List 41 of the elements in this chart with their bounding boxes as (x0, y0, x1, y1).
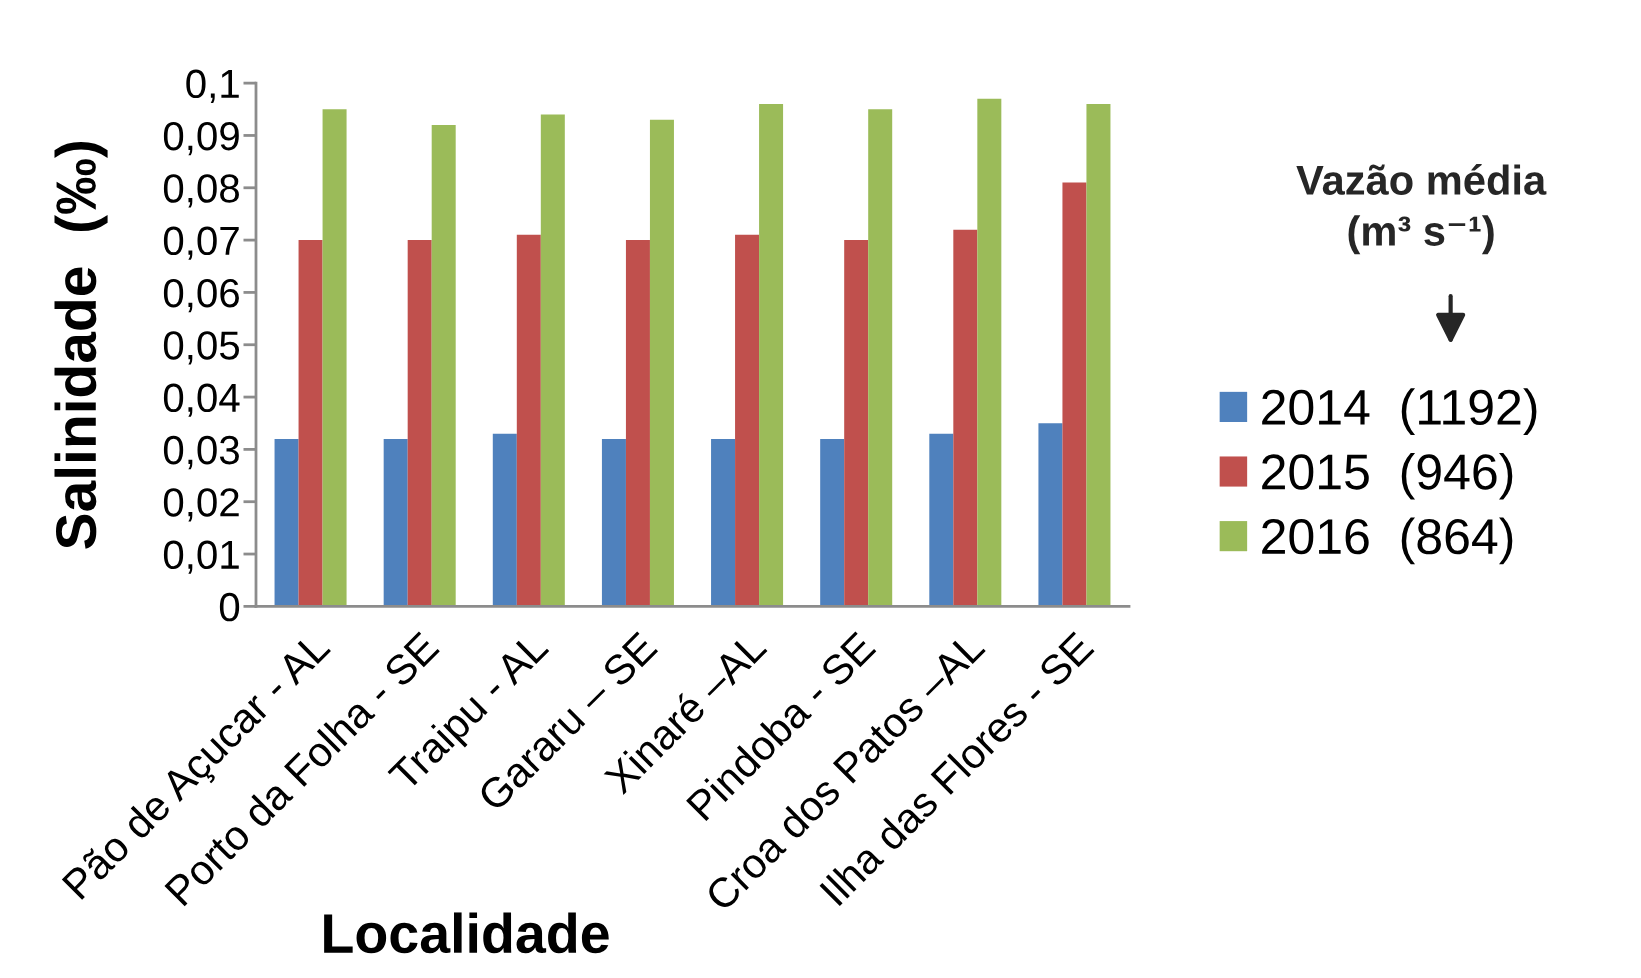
bar (407, 240, 432, 607)
bar (977, 98, 1002, 607)
bar (540, 114, 565, 607)
bar (1086, 104, 1111, 607)
y-tick-label: 0,01 (163, 540, 239, 574)
bar (820, 438, 845, 607)
y-axis-title: Salinidade (‰) (54, 141, 108, 549)
y-tick-label: 0,03 (163, 435, 239, 470)
bar (431, 124, 456, 607)
y-tick-label: 0,08 (163, 174, 239, 208)
y-tick-label: 0,1 (186, 69, 239, 103)
bar (274, 438, 299, 607)
bar (844, 240, 869, 607)
y-tick-label: 0 (219, 592, 240, 622)
bar (298, 240, 323, 607)
bar (929, 433, 954, 607)
bar (322, 109, 347, 607)
legend-title: Vazão média (m³ s⁻¹) (1296, 164, 1547, 255)
bar (625, 240, 650, 607)
y-tick-label: 0,02 (163, 488, 239, 522)
y-tick-label: 0,09 (163, 121, 239, 156)
bar (649, 119, 674, 607)
bar (868, 109, 893, 607)
bar (1062, 182, 1087, 607)
bar (383, 438, 408, 607)
x-axis-title: Localidade (324, 912, 609, 954)
legend-label: 2016 (864) (1262, 517, 1513, 565)
y-tick-label: 0,04 (163, 383, 240, 417)
bar (1038, 423, 1063, 607)
y-tick-label: 0,06 (163, 278, 239, 313)
legend-label: 2015 (946) (1262, 452, 1513, 500)
bar (711, 438, 736, 607)
bar (601, 438, 626, 607)
bar (492, 433, 517, 607)
y-tick-label: 0,05 (163, 331, 240, 365)
y-tick-label: 0,07 (163, 226, 239, 260)
bar (516, 234, 541, 607)
legend-label: 2014 (1192) (1262, 388, 1537, 435)
bar (759, 104, 784, 607)
bar (735, 234, 760, 607)
bar (953, 229, 978, 607)
